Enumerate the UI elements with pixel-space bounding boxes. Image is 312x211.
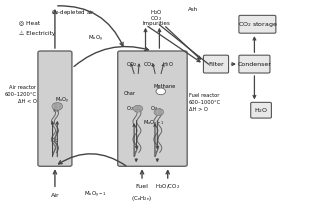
Circle shape bbox=[154, 109, 163, 115]
Text: $\mathregular{CO_2}$: $\mathregular{CO_2}$ bbox=[143, 60, 155, 69]
Text: Air: Air bbox=[51, 193, 59, 198]
FancyBboxPatch shape bbox=[239, 15, 276, 33]
Text: ⚠ Electricity: ⚠ Electricity bbox=[19, 31, 55, 36]
Text: Fuel: Fuel bbox=[136, 184, 149, 189]
Text: Methane: Methane bbox=[154, 84, 176, 89]
Text: $\mathregular{CO_2}$ storage: $\mathregular{CO_2}$ storage bbox=[237, 20, 277, 29]
Text: Condenser: Condenser bbox=[237, 62, 271, 67]
Text: $\mathregular{M_xO_{y-1}}$: $\mathregular{M_xO_{y-1}}$ bbox=[84, 189, 107, 200]
Text: Air reactor
600–1200°C
ΔH < O: Air reactor 600–1200°C ΔH < O bbox=[4, 85, 37, 104]
FancyBboxPatch shape bbox=[239, 55, 270, 73]
Text: Ash: Ash bbox=[188, 7, 198, 12]
Text: Char: Char bbox=[124, 91, 136, 96]
Text: $\mathregular{H_2O}$: $\mathregular{H_2O}$ bbox=[162, 60, 174, 69]
Text: $\mathregular{H_2O/CO_2}$: $\mathregular{H_2O/CO_2}$ bbox=[155, 182, 180, 191]
Text: Fuel reactor
600–1000°C
ΔH > O: Fuel reactor 600–1000°C ΔH > O bbox=[189, 93, 221, 112]
FancyBboxPatch shape bbox=[203, 55, 229, 73]
Text: $\mathregular{M_xO_{y-1}}$: $\mathregular{M_xO_{y-1}}$ bbox=[143, 119, 164, 129]
FancyBboxPatch shape bbox=[251, 102, 271, 118]
Text: $\mathregular{CO_2}$: $\mathregular{CO_2}$ bbox=[150, 14, 162, 23]
FancyBboxPatch shape bbox=[118, 51, 187, 166]
Text: Impurities: Impurities bbox=[142, 21, 170, 26]
FancyBboxPatch shape bbox=[38, 51, 72, 166]
Text: ($\mathregular{C_nH_{2n}}$): ($\mathregular{C_nH_{2n}}$) bbox=[131, 194, 153, 203]
Text: $\mathregular{O_2}$: $\mathregular{O_2}$ bbox=[126, 104, 134, 113]
Circle shape bbox=[52, 103, 63, 110]
Circle shape bbox=[133, 105, 143, 112]
Text: $\mathregular{H_2O}$: $\mathregular{H_2O}$ bbox=[150, 8, 163, 17]
Text: ◎ Heat: ◎ Heat bbox=[19, 20, 40, 25]
Text: $\mathregular{M_xO_y}$: $\mathregular{M_xO_y}$ bbox=[55, 95, 70, 106]
Text: $\mathregular{O_2}$-depleted air: $\mathregular{O_2}$-depleted air bbox=[51, 8, 95, 17]
Text: $\mathregular{CO_2}$: $\mathregular{CO_2}$ bbox=[126, 60, 137, 69]
Text: Filter: Filter bbox=[208, 62, 224, 67]
Circle shape bbox=[156, 88, 166, 95]
Text: $\mathregular{O_2}$: $\mathregular{O_2}$ bbox=[51, 137, 59, 145]
Text: $\mathregular{H_2O}$: $\mathregular{H_2O}$ bbox=[254, 106, 268, 115]
Text: $\mathregular{O_2}$: $\mathregular{O_2}$ bbox=[150, 104, 158, 113]
Text: $\mathregular{M_xO_y}$: $\mathregular{M_xO_y}$ bbox=[88, 33, 104, 43]
